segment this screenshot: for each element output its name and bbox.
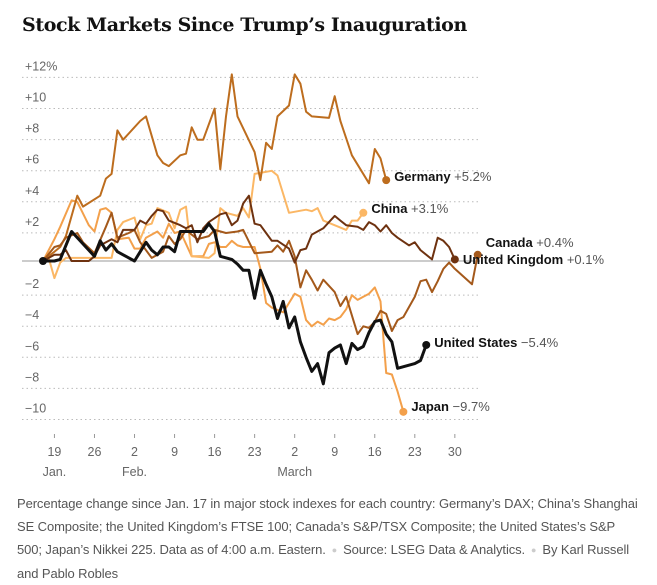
end-dot [399, 407, 408, 416]
x-tick-label: 26 [88, 445, 102, 459]
series-value: +0.4% [533, 235, 574, 250]
x-tick-label: 16 [208, 445, 222, 459]
series-lines [39, 73, 482, 416]
y-tick-label: +2 [25, 215, 39, 229]
series-line-japan [42, 199, 405, 413]
x-tick-label: 30 [448, 445, 462, 459]
y-tick-label: −4 [25, 308, 39, 322]
series-label: Japan −9.7% [411, 399, 490, 414]
y-tick-label: −2 [25, 277, 39, 291]
y-tick-label: +4 [25, 184, 39, 198]
series-value: +0.1% [563, 252, 604, 267]
series-name: Japan [411, 399, 449, 414]
series-name: Canada [486, 235, 534, 250]
series-name: United Kingdom [463, 252, 563, 267]
caption-source: Source: LSEG Data & Analytics. [343, 542, 526, 557]
series-name: United States [434, 335, 517, 350]
series-value: −5.4% [517, 335, 558, 350]
series-label: Germany +5.2% [394, 169, 492, 184]
chart-title: Stock Markets Since Trump’s Inauguration [22, 14, 467, 36]
y-tick-label: −8 [25, 370, 39, 384]
x-tick-label: 23 [248, 445, 262, 459]
separator-dot: ● [531, 545, 537, 556]
x-tick-label: 9 [171, 445, 178, 459]
end-dot [382, 176, 391, 185]
series-label: Canada +0.4% [486, 235, 574, 250]
x-tick-label: 2 [291, 445, 298, 459]
end-dot [473, 250, 482, 259]
y-tick-label: −10 [25, 402, 46, 416]
x-month-label: Feb. [122, 465, 147, 479]
series-label: United Kingdom +0.1% [463, 252, 605, 267]
y-tick-label: +10 [25, 91, 46, 105]
series-name: China [371, 201, 408, 216]
y-tick-label: +12% [25, 59, 57, 73]
grid [22, 76, 480, 420]
y-tick-label: +6 [25, 153, 39, 167]
series-line-germany [42, 73, 388, 262]
y-tick-label: −6 [25, 339, 39, 353]
line-chart: +12% +10 +8 +6 +4 +2 −2 −4 −6 −8 −10 19 Jan. 26 2 Feb.… [22, 59, 605, 479]
caption: Percentage change since Jan. 17 in major… [17, 492, 642, 585]
y-tick-label: +8 [25, 122, 39, 136]
series-value: −9.7% [449, 399, 490, 414]
end-dot [422, 340, 431, 349]
x-month-label: Jan. [43, 465, 67, 479]
caption-text: Percentage change since Jan. 17 in major… [17, 496, 638, 557]
x-tick-label: 2 [131, 445, 138, 459]
series-line-canada [42, 211, 479, 336]
caption-byline: By Karl Russell and Pablo Robles [17, 542, 630, 582]
x-tick-label: 19 [47, 445, 61, 459]
series-name: Germany [394, 169, 451, 184]
series-value: +5.2% [451, 169, 492, 184]
series-line-china [42, 169, 365, 280]
series-line-united-states [41, 222, 428, 386]
y-axis: +12% +10 +8 +6 +4 +2 −2 −4 −6 −8 −10 [25, 59, 57, 415]
series-labels: Germany +5.2% China +3.1% Canada +0.4% Unit… [371, 169, 604, 414]
x-axis: 19 Jan. 26 2 Feb. 9 16 23 2 March 9 16 23 30 [43, 434, 462, 479]
end-dot [450, 255, 459, 264]
series-label: United States −5.4% [434, 335, 558, 350]
end-dot [359, 208, 368, 217]
separator-dot: ● [331, 545, 338, 556]
start-dot [39, 257, 47, 265]
series-line-united-kingdom [42, 194, 456, 264]
x-month-label: March [277, 465, 312, 479]
x-tick-label: 9 [331, 445, 338, 459]
x-tick-label: 23 [408, 445, 422, 459]
series-value: +3.1% [407, 201, 448, 216]
series-label: China +3.1% [371, 201, 448, 216]
x-tick-label: 16 [368, 445, 382, 459]
